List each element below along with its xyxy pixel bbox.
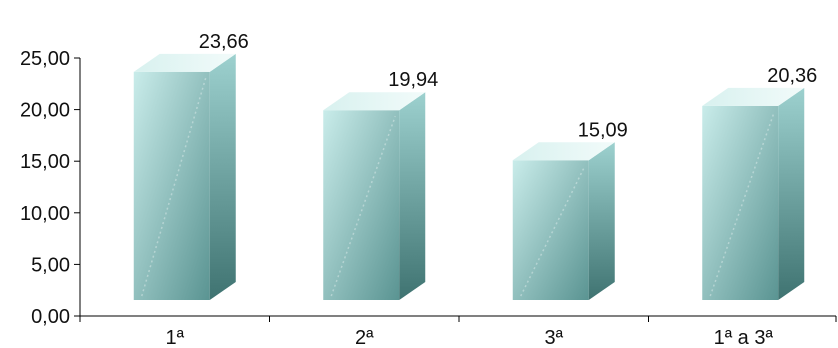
x-tick-label: 2ª (355, 327, 374, 348)
bar (702, 87, 805, 301)
bar-side (399, 92, 426, 300)
y-tick-label: 25,00 (20, 48, 70, 70)
y-tick-label: 0,00 (31, 306, 70, 328)
y-tick-label: 15,00 (20, 151, 70, 173)
bar-side (778, 87, 805, 301)
bar-top (512, 142, 615, 161)
bar-highlight (520, 165, 586, 297)
x-tick-label: 1ª (165, 327, 184, 348)
bar (133, 53, 236, 301)
y-tick-label: 5,00 (31, 254, 70, 276)
x-tick-label: 1ª a 3ª (714, 327, 774, 348)
bar-side (209, 53, 236, 301)
y-tick-label: 10,00 (20, 203, 70, 225)
data-label: 19,94 (388, 69, 438, 91)
bar-front (323, 110, 400, 300)
data-label: 20,36 (767, 65, 817, 87)
y-axis: 0,00 5,00 10,00 15,00 20,00 25,00 (20, 48, 81, 328)
bar (512, 142, 615, 300)
bar-side (588, 142, 615, 300)
bar-front (512, 160, 589, 300)
data-label: 23,66 (199, 31, 249, 53)
bar-highlight (330, 115, 396, 297)
x-axis: 1ª 2ª 3ª 1ª a 3ª (79, 315, 837, 348)
bar-top (702, 87, 805, 106)
data-label: 15,09 (578, 119, 628, 141)
bar-front (702, 105, 779, 301)
y-tick-label: 20,00 (20, 100, 70, 122)
x-tick-label: 3ª (544, 327, 563, 348)
bars (133, 53, 805, 301)
bar-front (133, 71, 210, 300)
data-labels: 23,66 19,94 15,09 20,36 (199, 31, 818, 141)
bar-top (133, 53, 236, 72)
bar (323, 92, 426, 300)
bar-top (323, 92, 426, 111)
